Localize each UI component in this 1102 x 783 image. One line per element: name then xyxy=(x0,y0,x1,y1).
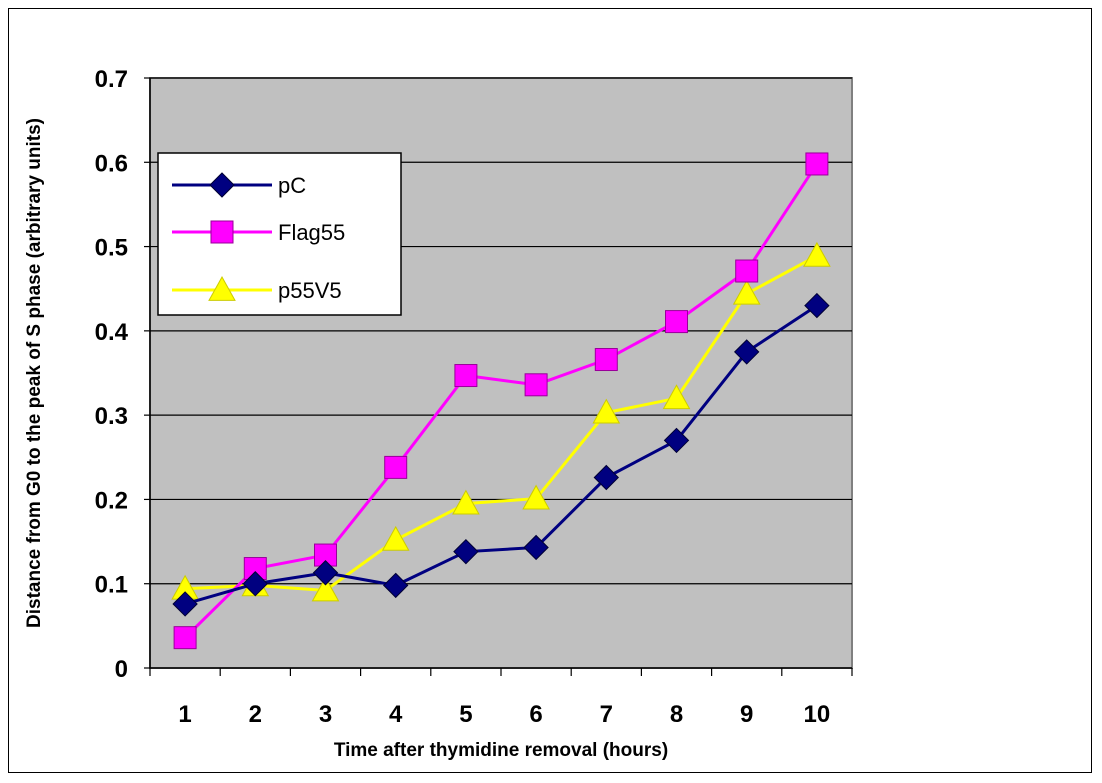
axes xyxy=(144,77,853,676)
legend-box xyxy=(157,152,402,316)
data-point xyxy=(662,384,691,410)
legend-item-pC: pC xyxy=(172,172,306,198)
legend-marker xyxy=(210,220,234,244)
x-tick-label: 4 xyxy=(389,701,403,728)
y-tick-label: 0.5 xyxy=(95,235,128,262)
data-point xyxy=(381,525,410,551)
legend-label: p55V5 xyxy=(278,278,342,303)
chart-frame xyxy=(8,8,1092,773)
y-axis-title: Distance from G0 to the peak of S phase … xyxy=(24,118,45,628)
y-tick-label: 0.4 xyxy=(95,319,129,346)
x-tick-label: 7 xyxy=(600,701,613,728)
data-point xyxy=(312,560,339,586)
y-tick-label: 0 xyxy=(115,656,128,683)
data-point xyxy=(452,489,480,515)
data-point xyxy=(735,259,759,283)
y-tick-label: 0.7 xyxy=(95,66,128,93)
legend-label: Flag55 xyxy=(278,220,345,245)
data-point xyxy=(803,241,831,267)
data-point xyxy=(173,626,197,650)
data-point xyxy=(804,292,830,319)
data-point xyxy=(453,538,479,565)
series-line xyxy=(184,163,819,639)
y-tick-label: 0.3 xyxy=(95,403,128,430)
legend-item-p55V5: p55V5 xyxy=(172,275,342,303)
series-Flag55 xyxy=(173,152,829,650)
series-pC xyxy=(172,292,830,617)
data-point xyxy=(311,576,340,602)
data-point xyxy=(523,534,549,561)
data-point xyxy=(382,572,409,599)
x-tick-label: 10 xyxy=(804,701,831,728)
data-point xyxy=(524,373,548,397)
legend-marker xyxy=(208,275,236,301)
data-point xyxy=(732,279,761,305)
data-point xyxy=(594,348,618,372)
legend-item-Flag55: Flag55 xyxy=(172,220,345,245)
x-tick-label: 8 xyxy=(670,701,683,728)
data-point xyxy=(663,427,690,454)
y-tick-label: 0.2 xyxy=(95,487,128,514)
legend-items: pC Flag55 p55V5 xyxy=(172,172,345,303)
data-point xyxy=(172,591,198,617)
x-tick-label: 5 xyxy=(459,701,472,728)
series-line xyxy=(185,254,818,592)
x-tick-label: 3 xyxy=(319,701,332,728)
legend-label: pC xyxy=(278,173,306,198)
data-point xyxy=(454,364,478,388)
tick-labels: 0 0.1 0.2 0.3 0.4 0.5 0.6 0.7 1 2 3 4 5 6 7 8 9 10 xyxy=(95,66,831,728)
legend: pC Flag55 p55V5 xyxy=(157,152,402,316)
x-tick-label: 2 xyxy=(249,701,262,728)
data-point xyxy=(593,464,620,491)
series-line xyxy=(184,304,818,606)
x-tick-label: 1 xyxy=(178,701,191,728)
data-point xyxy=(592,398,621,424)
data-point xyxy=(384,455,408,479)
data-point xyxy=(242,571,269,597)
data-point xyxy=(522,484,550,510)
x-tick-label: 6 xyxy=(529,701,542,728)
data-point xyxy=(733,339,760,365)
legend-marker xyxy=(209,172,235,198)
series-layer xyxy=(171,152,831,650)
y-tick-label: 0.6 xyxy=(95,150,128,177)
data-point xyxy=(805,152,829,176)
x-tick-label: 9 xyxy=(740,701,753,728)
data-point xyxy=(665,310,688,334)
x-axis-title: Time after thymidine removal (hours) xyxy=(334,740,668,761)
y-tick-label: 0.1 xyxy=(95,572,128,599)
